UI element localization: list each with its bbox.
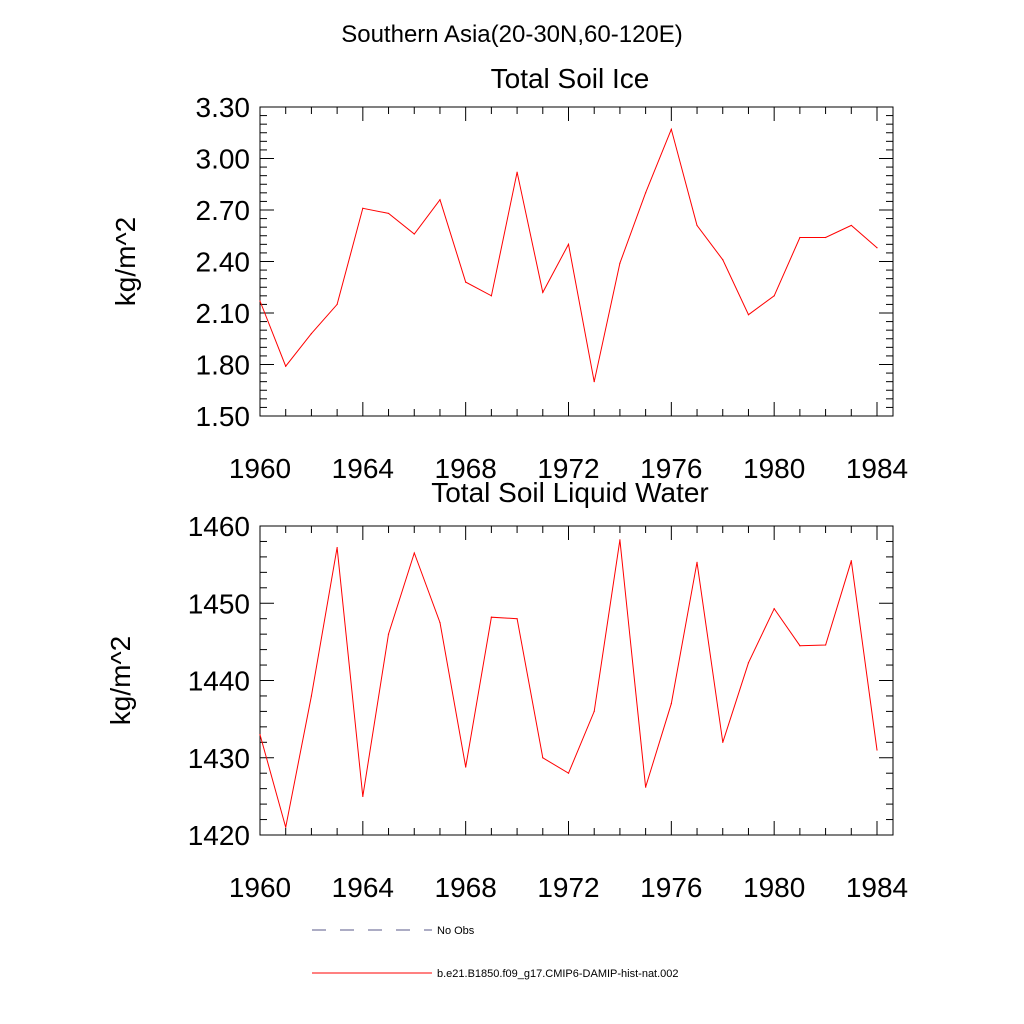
- x-tick-label: 1972: [537, 872, 599, 903]
- data-point: [593, 381, 595, 383]
- y-tick-label: 2.70: [196, 195, 251, 226]
- y-tick-label: 1.50: [196, 401, 251, 432]
- y-tick-label: 3.00: [196, 144, 251, 175]
- data-point: [310, 333, 313, 335]
- y-tick-label: 2.10: [196, 298, 251, 329]
- x-tick-label: 1964: [332, 453, 394, 484]
- data-point: [336, 547, 338, 549]
- x-tick-label: 1968: [435, 453, 497, 484]
- data-point: [490, 295, 492, 297]
- data-point: [876, 247, 878, 249]
- x-tick-label: 1976: [640, 872, 702, 903]
- data-point: [285, 365, 287, 367]
- data-point: [824, 644, 827, 646]
- data-point: [670, 703, 672, 705]
- data-point: [439, 199, 441, 201]
- x-tick-label: 1980: [743, 453, 805, 484]
- data-point: [773, 608, 775, 610]
- x-tick-label: 1960: [229, 872, 291, 903]
- y-tick-label: 1.80: [196, 350, 251, 381]
- y-tick-label: 1460: [188, 511, 250, 542]
- data-point: [465, 766, 467, 768]
- panel-soil-ice: Total Soil Ice kg/m^2 1960 1964 1968 1972 1976…: [110, 63, 908, 484]
- data-point: [593, 710, 595, 713]
- data-point: [722, 741, 724, 743]
- data-point: [799, 645, 801, 647]
- data-point: [773, 295, 775, 297]
- data-point: [850, 224, 852, 227]
- data-point: [413, 552, 415, 554]
- data-point: [645, 786, 647, 788]
- chart-title: Total Soil Ice: [491, 63, 650, 94]
- page-title: Southern Asia(20-30N,60-120E): [341, 21, 683, 48]
- x-tick-label: 1960: [229, 453, 291, 484]
- data-point: [542, 291, 544, 293]
- data-point: [259, 733, 261, 736]
- series-line: [259, 539, 878, 828]
- x-tick-label: 1964: [332, 872, 394, 903]
- y-axis-label: kg/m^2: [105, 636, 136, 725]
- data-point: [619, 539, 621, 541]
- y-tick-label: 1420: [188, 820, 250, 851]
- data-point: [722, 259, 724, 261]
- data-point: [619, 262, 621, 264]
- data-point: [567, 243, 570, 245]
- data-point: [542, 757, 544, 759]
- data-point: [285, 826, 287, 828]
- legend: No Obs b.e21.B1850.f09_g17.CMIP6-DAMIP-h…: [312, 925, 679, 980]
- data-point: [465, 281, 467, 283]
- x-tick-label: 1984: [846, 872, 908, 903]
- y-tick-label: 1440: [188, 666, 250, 697]
- legend-label-model-run: b.e21.B1850.f09_g17.CMIP6-DAMIP-hist-nat…: [437, 968, 679, 980]
- data-point: [516, 171, 518, 173]
- plot-frame: [259, 525, 894, 836]
- data-point: [850, 560, 852, 562]
- data-point: [696, 561, 698, 563]
- data-point: [799, 236, 801, 239]
- x-tick-label: 1980: [743, 872, 805, 903]
- data-point: [310, 695, 313, 697]
- x-tick-label: 1984: [846, 453, 908, 484]
- x-tick-label: 1972: [537, 453, 599, 484]
- data-point: [336, 303, 338, 306]
- y-tick-label: 2.40: [196, 247, 251, 278]
- legend-label-no-obs: No Obs: [437, 925, 475, 937]
- data-point: [362, 207, 364, 209]
- data-point: [490, 616, 492, 618]
- data-point: [439, 621, 441, 624]
- data-point: [413, 233, 415, 235]
- x-tick-label: 1968: [435, 872, 497, 903]
- data-point: [876, 749, 878, 751]
- data-point: [824, 236, 827, 239]
- x-tick-label: 1976: [640, 453, 702, 484]
- data-point: [645, 192, 647, 194]
- data-point: [670, 128, 672, 130]
- plot-frame: [259, 106, 894, 417]
- data-point: [516, 618, 518, 620]
- chart-title: Total Soil Liquid Water: [431, 477, 709, 508]
- data-point: [259, 300, 261, 302]
- y-axis-label: kg/m^2: [110, 217, 141, 306]
- series-line: [259, 127, 878, 382]
- data-point: [696, 224, 698, 227]
- data-point: [362, 795, 364, 797]
- data-point: [387, 633, 390, 635]
- panel-soil-liquid-water: Total Soil Liquid Water kg/m^2 1960 1964 196…: [105, 477, 908, 903]
- data-point: [747, 662, 750, 664]
- data-point: [747, 314, 750, 316]
- data-point: [567, 772, 570, 774]
- y-tick-label: 1430: [188, 743, 250, 774]
- y-tick-label: 1450: [188, 588, 250, 619]
- data-point: [387, 212, 390, 215]
- y-tick-label: 3.30: [196, 92, 251, 123]
